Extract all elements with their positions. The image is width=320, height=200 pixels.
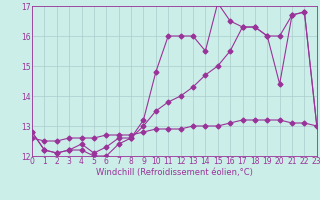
X-axis label: Windchill (Refroidissement éolien,°C): Windchill (Refroidissement éolien,°C) [96, 168, 253, 177]
